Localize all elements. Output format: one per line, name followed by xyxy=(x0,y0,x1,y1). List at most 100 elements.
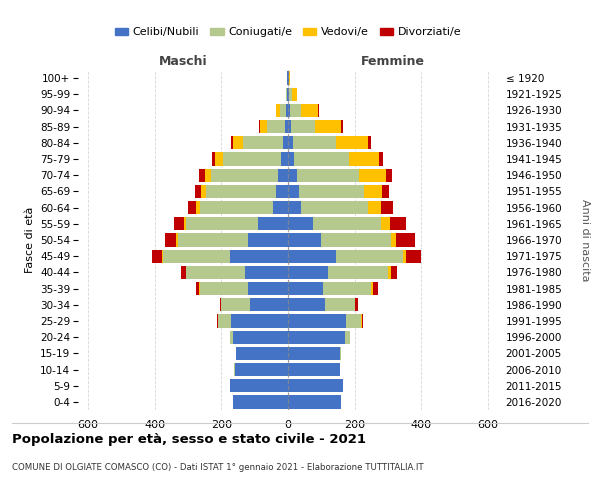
Bar xyxy=(406,250,421,263)
Bar xyxy=(202,185,206,198)
Bar xyxy=(196,201,200,214)
Bar xyxy=(221,298,250,312)
Bar xyxy=(288,314,346,328)
Bar xyxy=(373,282,377,295)
Bar xyxy=(289,72,290,85)
Bar xyxy=(223,152,281,166)
Bar xyxy=(258,217,288,230)
Bar xyxy=(233,396,288,408)
Bar xyxy=(288,363,340,376)
Text: Femmine: Femmine xyxy=(361,56,425,68)
Bar xyxy=(301,104,318,117)
Bar xyxy=(248,234,288,246)
Bar xyxy=(359,168,386,182)
Bar xyxy=(206,185,277,198)
Bar xyxy=(288,168,298,182)
Bar xyxy=(314,120,341,134)
Bar xyxy=(288,282,323,295)
Bar xyxy=(281,152,288,166)
Bar xyxy=(245,266,288,279)
Bar xyxy=(340,346,341,360)
Bar xyxy=(368,136,371,149)
Bar xyxy=(230,379,288,392)
Bar xyxy=(294,152,349,166)
Bar xyxy=(313,217,382,230)
Bar xyxy=(173,217,184,230)
Bar xyxy=(250,298,288,312)
Bar xyxy=(389,217,406,230)
Bar xyxy=(368,201,382,214)
Bar xyxy=(287,88,288,101)
Bar xyxy=(391,234,397,246)
Bar xyxy=(382,185,389,198)
Bar xyxy=(288,396,341,408)
Bar xyxy=(288,120,292,134)
Bar xyxy=(230,330,233,344)
Bar xyxy=(298,168,359,182)
Bar xyxy=(288,72,289,85)
Legend: Celibi/Nubili, Coniugati/e, Vedovi/e, Divorziati/e: Celibi/Nubili, Coniugati/e, Vedovi/e, Di… xyxy=(110,23,466,42)
Bar xyxy=(323,282,371,295)
Bar xyxy=(196,282,199,295)
Bar xyxy=(162,250,163,263)
Bar xyxy=(355,298,358,312)
Bar xyxy=(178,234,248,246)
Bar xyxy=(292,120,314,134)
Bar xyxy=(260,120,267,134)
Bar xyxy=(194,185,202,198)
Bar xyxy=(280,104,286,117)
Bar xyxy=(337,250,403,263)
Bar xyxy=(344,330,350,344)
Bar xyxy=(259,120,260,134)
Bar xyxy=(187,266,245,279)
Bar xyxy=(349,152,379,166)
Bar xyxy=(286,88,287,101)
Bar xyxy=(152,250,162,263)
Text: COMUNE DI OLGIATE COMASCO (CO) - Dati ISTAT 1° gennaio 2021 - Elaborazione TUTTI: COMUNE DI OLGIATE COMASCO (CO) - Dati IS… xyxy=(12,462,424,471)
Bar xyxy=(371,282,373,295)
Bar xyxy=(288,136,293,149)
Bar xyxy=(288,201,301,214)
Y-axis label: Fasce di età: Fasce di età xyxy=(25,207,35,273)
Bar xyxy=(397,234,415,246)
Bar xyxy=(187,217,258,230)
Bar xyxy=(288,266,328,279)
Bar xyxy=(379,152,383,166)
Bar xyxy=(233,330,288,344)
Bar xyxy=(163,250,230,263)
Bar xyxy=(200,201,273,214)
Bar xyxy=(288,217,313,230)
Bar xyxy=(235,363,288,376)
Bar xyxy=(211,168,278,182)
Bar xyxy=(233,136,243,149)
Bar xyxy=(232,136,233,149)
Text: Maschi: Maschi xyxy=(158,56,208,68)
Bar xyxy=(364,185,382,198)
Bar xyxy=(301,201,368,214)
Bar xyxy=(403,250,406,263)
Bar xyxy=(185,266,187,279)
Text: Anni di nascita: Anni di nascita xyxy=(580,198,590,281)
Bar xyxy=(220,298,221,312)
Bar xyxy=(205,168,211,182)
Bar xyxy=(382,201,393,214)
Bar xyxy=(318,104,319,117)
Bar xyxy=(328,266,388,279)
Bar xyxy=(188,201,196,214)
Bar xyxy=(388,266,391,279)
Bar xyxy=(391,266,397,279)
Bar xyxy=(288,346,340,360)
Bar xyxy=(217,314,218,328)
Bar xyxy=(299,185,364,198)
Bar xyxy=(181,266,185,279)
Bar xyxy=(277,185,288,198)
Bar xyxy=(218,314,232,328)
Bar xyxy=(164,234,176,246)
Bar xyxy=(277,104,280,117)
Bar xyxy=(288,104,290,117)
Bar xyxy=(200,282,248,295)
Bar xyxy=(386,168,392,182)
Bar xyxy=(248,282,288,295)
Bar xyxy=(176,234,178,246)
Bar xyxy=(212,152,215,166)
